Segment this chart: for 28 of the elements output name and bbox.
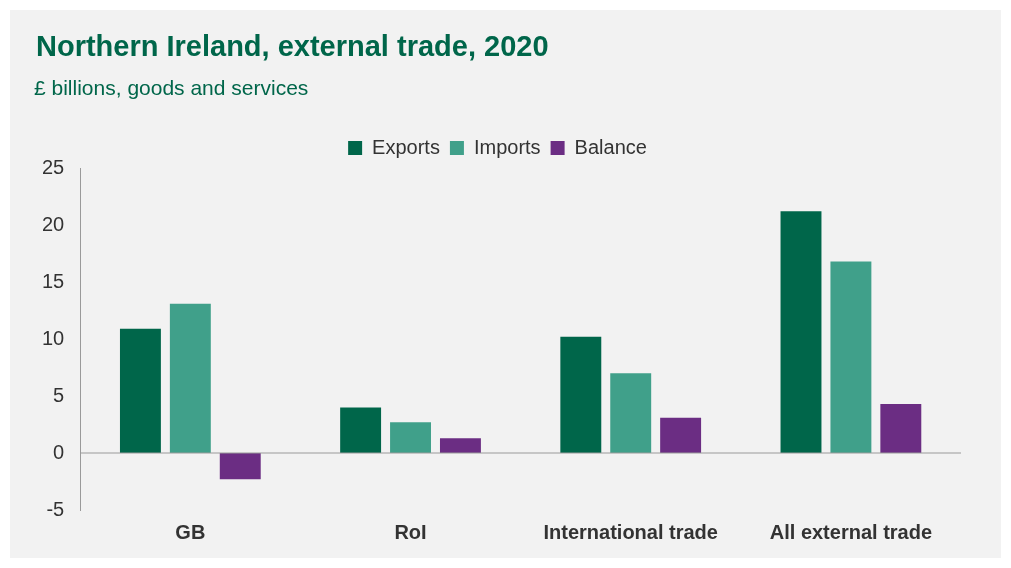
chart-subtitle: £ billions, goods and services	[34, 76, 309, 100]
y-tick-label: 10	[42, 326, 65, 349]
bar	[390, 422, 431, 453]
bar	[780, 211, 822, 453]
bar	[169, 303, 211, 453]
y-tick-label: 0	[53, 440, 65, 463]
y-tick-label: -5	[46, 497, 65, 520]
bar	[340, 407, 382, 453]
bar	[610, 373, 652, 453]
bar	[660, 417, 702, 453]
chart-title: Northern Ireland, external trade, 2020	[36, 30, 549, 63]
bar	[219, 453, 261, 480]
x-tick-label: International trade	[543, 520, 718, 543]
y-tick-label: 25	[42, 155, 65, 178]
bar	[560, 336, 602, 453]
bar	[119, 328, 161, 453]
y-tick-label: 20	[42, 212, 65, 235]
y-tick-label: 5	[53, 383, 65, 406]
legend-label: Exports	[372, 135, 440, 158]
y-tick-label: 15	[42, 269, 65, 292]
bar	[830, 261, 872, 453]
legend-label: Imports	[473, 135, 541, 158]
bar	[880, 403, 922, 453]
x-tick-label: RoI	[394, 520, 427, 543]
legend-label: Balance	[574, 135, 647, 158]
bar	[439, 438, 481, 453]
x-tick-label: All external trade	[769, 520, 933, 543]
x-tick-label: GB	[175, 520, 206, 543]
